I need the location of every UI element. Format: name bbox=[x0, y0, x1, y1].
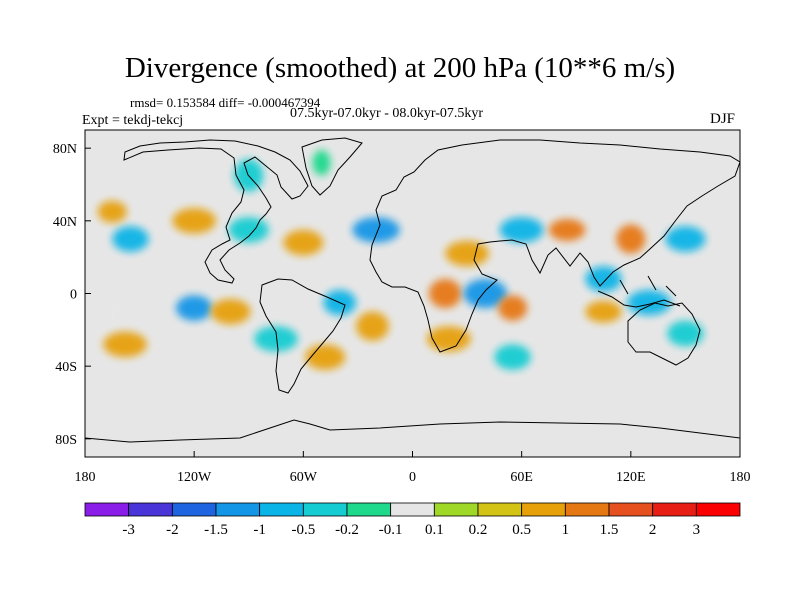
anomaly-patch-14 bbox=[585, 300, 622, 323]
anomaly-patch-10 bbox=[498, 295, 528, 321]
anomaly-patch-21 bbox=[228, 217, 269, 243]
colorbar-label-9: 0.5 bbox=[512, 522, 531, 538]
colorbar-swatch-2 bbox=[171, 502, 217, 517]
chart-title: Divergence (smoothed) at 200 hPa (10**6 … bbox=[124, 52, 676, 84]
colorbar-swatch-3 bbox=[215, 502, 261, 517]
coastline-australia bbox=[627, 302, 701, 366]
y-tick-label-1: 40N bbox=[53, 215, 77, 230]
season-label: DJF bbox=[710, 111, 736, 127]
colorbar-swatch-6 bbox=[346, 502, 392, 517]
colorbar-label-5: -0.2 bbox=[335, 522, 359, 538]
colorbar-swatch-12 bbox=[608, 502, 654, 517]
x-tick-label-3: 0 bbox=[409, 470, 416, 485]
anomaly-patch-17 bbox=[616, 224, 646, 254]
colorbar-swatch-10 bbox=[521, 502, 566, 517]
coastlines bbox=[85, 137, 740, 443]
colorbar-swatch-11 bbox=[564, 502, 610, 517]
coastline-greenland bbox=[301, 137, 363, 196]
anomaly-patch-1 bbox=[103, 331, 147, 358]
colorbar-swatch-14 bbox=[695, 502, 741, 517]
coastline-south-america bbox=[259, 278, 346, 394]
anomaly-patch-3 bbox=[210, 298, 251, 325]
colorbar-swatch-9 bbox=[477, 502, 523, 517]
x-tick-label-6: 180 bbox=[730, 470, 751, 485]
y-tick-label-2: 0 bbox=[70, 288, 77, 303]
anomaly-patch-16 bbox=[667, 320, 704, 347]
colorbar-swatch-1 bbox=[128, 502, 173, 517]
colorbar-label-3: -1 bbox=[253, 522, 266, 538]
colorbar-label-10: 1 bbox=[562, 522, 570, 538]
anomaly-patch-2 bbox=[175, 295, 213, 321]
colorbar-swatch-7 bbox=[390, 502, 435, 517]
x-tick-label-1: 120W bbox=[177, 470, 212, 485]
x-tick-label-5: 120E bbox=[616, 470, 646, 485]
stats-text: rmsd= 0.153584 diff= -0.000467394 bbox=[130, 95, 321, 110]
anomaly-patch-24 bbox=[97, 200, 127, 223]
x-tick-label-4: 60E bbox=[510, 470, 533, 485]
colorbar-label-1: -2 bbox=[166, 522, 179, 538]
colorbar-label-4: -0.5 bbox=[291, 522, 315, 538]
colorbar: -3 -2 -1.5 -1 -0.5 -0.2 -0.1 0.1 0.2 0.5 1 1.5 2 3 bbox=[84, 502, 741, 538]
coastline-antarctica bbox=[85, 419, 740, 443]
colorbar-swatch-13 bbox=[652, 502, 697, 517]
colorbar-label-12: 2 bbox=[649, 522, 657, 538]
colorbar-swatch-0 bbox=[84, 502, 130, 517]
y-tick-label-3: 40S bbox=[55, 360, 77, 375]
colorbar-label-0: -3 bbox=[122, 522, 135, 538]
anomaly-patch-7 bbox=[356, 311, 389, 341]
colorbar-label-8: 0.2 bbox=[469, 522, 488, 538]
plot-background bbox=[85, 130, 740, 457]
anomaly-patch-0 bbox=[119, 304, 178, 327]
y-tick-label-4: 80S bbox=[55, 433, 77, 448]
anomaly-patch-23 bbox=[112, 226, 149, 252]
anomaly-patch-19 bbox=[352, 217, 400, 243]
anomaly-field bbox=[97, 149, 706, 370]
coastline-indonesia bbox=[597, 275, 681, 308]
anomaly-patch-27 bbox=[445, 240, 489, 267]
x-tick-label-0: 180 bbox=[75, 470, 96, 485]
colorbar-swatch-4 bbox=[259, 502, 304, 517]
colorbar-label-6: -0.1 bbox=[379, 522, 403, 538]
anomaly-patch-29 bbox=[548, 219, 586, 241]
experiment-label: Expt = tekdj-tekcj bbox=[82, 113, 184, 128]
colorbar-swatch-8 bbox=[433, 502, 479, 517]
anomaly-patch-26 bbox=[312, 149, 331, 176]
anomaly-patch-22 bbox=[283, 229, 324, 256]
anomaly-patch-11 bbox=[427, 326, 471, 352]
anomaly-patch-8 bbox=[428, 278, 462, 309]
colorbar-label-7: 0.1 bbox=[425, 522, 444, 538]
y-tick-label-0: 80N bbox=[53, 142, 77, 157]
anomaly-patch-12 bbox=[494, 344, 531, 370]
anomaly-patch-20 bbox=[172, 208, 217, 234]
anomaly-patch-9 bbox=[463, 278, 508, 309]
anomaly-patch-18 bbox=[665, 226, 706, 252]
colorbar-label-2: -1.5 bbox=[204, 522, 228, 538]
anomaly-patch-28 bbox=[499, 217, 544, 243]
colorbar-swatch-5 bbox=[302, 502, 348, 517]
anomaly-patch-6 bbox=[305, 344, 346, 370]
coastline-north-america bbox=[123, 139, 309, 284]
x-tick-label-2: 60W bbox=[290, 470, 318, 485]
colorbar-label-13: 3 bbox=[693, 522, 701, 538]
axes: 180 120W 60W 0 60E 120E 180 80N 40N 0 40S 80S bbox=[53, 142, 751, 485]
anomaly-patch-15 bbox=[627, 289, 671, 316]
colorbar-label-11: 1.5 bbox=[600, 522, 619, 538]
anomaly-patch-4 bbox=[254, 326, 298, 352]
coastline-eurasia-africa bbox=[369, 139, 740, 353]
chart-subtitle: 07.5kyr-07.0kyr - 08.0kyr-07.5kyr bbox=[290, 106, 484, 121]
